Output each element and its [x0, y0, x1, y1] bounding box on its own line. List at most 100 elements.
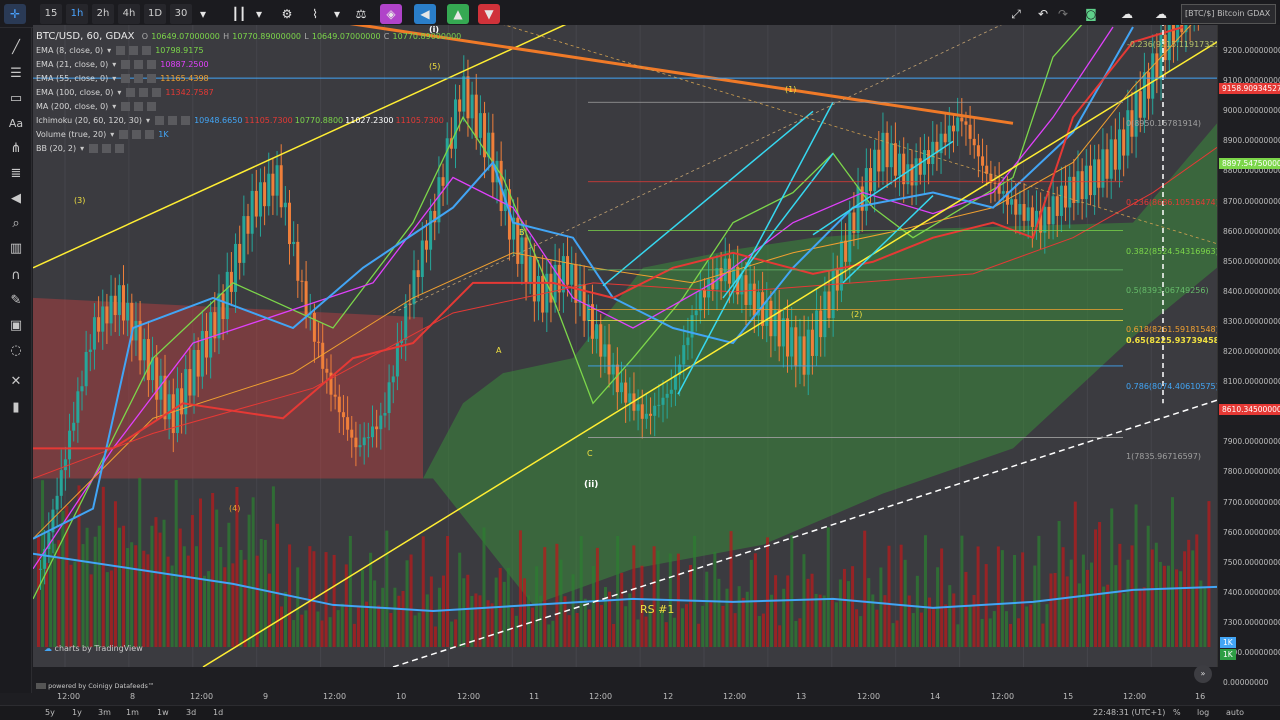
interval-15-button[interactable]: 15: [40, 4, 62, 24]
undo-icon[interactable]: ↶: [1037, 7, 1049, 21]
interval-2h-button[interactable]: 2h: [92, 4, 114, 24]
arrow-down-icon[interactable]: ▼: [478, 4, 500, 24]
megaphone-icon[interactable]: ◀: [414, 4, 436, 24]
range-3d-button[interactable]: 3d: [186, 708, 197, 717]
study-row[interactable]: BB (20, 2) ▾: [36, 142, 461, 156]
percent-toggle[interactable]: %: [1173, 708, 1181, 717]
cloud-download-icon[interactable]: ☁: [1121, 7, 1133, 21]
chevron-down-icon[interactable]: ▾: [107, 46, 112, 55]
chevron-down-icon[interactable]: ▾: [112, 74, 117, 83]
eye-icon[interactable]: [116, 46, 126, 55]
scroll-to-realtime-button[interactable]: »: [1194, 665, 1212, 683]
eye-icon[interactable]: [126, 88, 136, 97]
redo-icon[interactable]: ↷: [1057, 7, 1069, 21]
eye-icon[interactable]: [119, 130, 129, 139]
fib-icon[interactable]: ≣: [10, 166, 22, 181]
magnet-icon[interactable]: ∩: [11, 268, 21, 283]
lock-icon[interactable]: ▣: [9, 318, 23, 333]
study-name[interactable]: EMA (8, close, 0): [36, 46, 104, 55]
cube-icon[interactable]: ◈: [380, 4, 402, 24]
settings-icon[interactable]: [132, 130, 142, 139]
rectangle-icon[interactable]: ▭: [9, 91, 23, 106]
chevron-down-icon[interactable]: ▾: [110, 130, 115, 139]
trend-line-icon[interactable]: ╱: [12, 40, 20, 55]
price-axis[interactable]: 9200.00000000 9100.00000000 9000.00000000 8…: [1217, 25, 1280, 687]
log-toggle[interactable]: log: [1197, 708, 1210, 717]
eye-icon[interactable]: [121, 102, 131, 111]
trash-icon[interactable]: ▮: [12, 400, 20, 415]
chevron-down-icon[interactable]: ▾: [333, 7, 341, 21]
gear-icon[interactable]: ⚙: [281, 7, 293, 21]
study-row[interactable]: Ichimoku (20, 60, 120, 30) ▾ 10948.6650 111…: [36, 114, 461, 128]
eye-off-icon[interactable]: ◌: [10, 343, 22, 358]
symbol-title[interactable]: BTC/USD, 60, GDAX: [36, 31, 135, 42]
arrow-up-icon[interactable]: ▲: [447, 4, 469, 24]
study-name[interactable]: Volume (true, 20): [36, 130, 107, 139]
close-icon[interactable]: [145, 130, 155, 139]
pencil-icon[interactable]: ✎: [10, 293, 22, 308]
time-axis[interactable]: 12:00 8 12:00 9 12:00 10 12:00 11 12:00 12 12:00 13…: [33, 690, 1217, 704]
eye-icon[interactable]: [121, 74, 131, 83]
range-5y-button[interactable]: 5y: [45, 708, 55, 717]
compare-icon[interactable]: ⚖: [355, 7, 367, 21]
measure-icon[interactable]: ▥: [9, 241, 23, 256]
range-1y-button[interactable]: 1y: [72, 708, 82, 717]
study-name[interactable]: Ichimoku (20, 60, 120, 30): [36, 116, 143, 125]
interval-30-button[interactable]: 30: [170, 4, 192, 24]
close-icon[interactable]: [147, 102, 157, 111]
study-name[interactable]: EMA (21, close, 0): [36, 60, 109, 69]
pitchfork-icon[interactable]: ⋔: [10, 141, 22, 156]
interval-4h-button[interactable]: 4h: [118, 4, 140, 24]
symbol-search-input[interactable]: [BTC/$] Bitcoin GDAX: [1181, 4, 1276, 24]
remove-tools-icon[interactable]: ✕: [10, 374, 22, 389]
chevron-down-icon[interactable]: ▾: [146, 116, 151, 125]
text-icon[interactable]: Aa: [8, 117, 24, 130]
indicators-icon[interactable]: ⌇: [312, 7, 318, 21]
settings-icon[interactable]: [129, 46, 139, 55]
study-name[interactable]: EMA (55, close, 0): [36, 74, 109, 83]
study-row[interactable]: Volume (true, 20) ▾ 1K: [36, 128, 461, 142]
chevron-down-icon[interactable]: ▾: [80, 144, 85, 153]
eye-icon[interactable]: [155, 116, 165, 125]
study-row[interactable]: EMA (21, close, 0) ▾ 10887.2500: [36, 58, 461, 72]
settings-icon[interactable]: [168, 116, 178, 125]
close-icon[interactable]: [147, 60, 157, 69]
study-row[interactable]: MA (200, close, 0) ▾: [36, 100, 461, 114]
study-name[interactable]: BB (20, 2): [36, 144, 77, 153]
tradingview-credit[interactable]: ☁ charts by TradingView: [44, 644, 143, 653]
chevron-down-icon[interactable]: ▾: [112, 60, 117, 69]
cloud-upload-icon[interactable]: ☁: [1155, 7, 1167, 21]
study-row[interactable]: EMA (100, close, 0) ▾ 11342.7587: [36, 86, 461, 100]
fullscreen-icon[interactable]: ⤢: [1011, 7, 1021, 21]
settings-icon[interactable]: [134, 60, 144, 69]
chevron-down-icon[interactable]: ▾: [255, 7, 263, 21]
settings-icon[interactable]: [134, 102, 144, 111]
close-icon[interactable]: [142, 46, 152, 55]
interval-1d-button[interactable]: 1D: [144, 4, 166, 24]
settings-icon[interactable]: [139, 88, 149, 97]
candles-icon[interactable]: ┃┃: [231, 7, 247, 21]
zoom-icon[interactable]: ⌕: [12, 216, 20, 231]
chevron-down-icon[interactable]: ▾: [117, 88, 122, 97]
study-name[interactable]: MA (200, close, 0): [36, 102, 109, 111]
chevron-down-icon[interactable]: ▾: [199, 7, 207, 21]
study-name[interactable]: EMA (100, close, 0): [36, 88, 114, 97]
range-1m-button[interactable]: 1m: [126, 708, 139, 717]
study-row[interactable]: EMA (8, close, 0) ▾ 10798.9175: [36, 44, 461, 58]
chevron-down-icon[interactable]: ▾: [112, 102, 117, 111]
crosshair-icon[interactable]: ✛: [4, 4, 26, 24]
price-chart[interactable]: [33, 25, 1217, 667]
settings-icon[interactable]: [134, 74, 144, 83]
study-row[interactable]: EMA (55, close, 0) ▾ 11165.4398: [36, 72, 461, 86]
close-icon[interactable]: [152, 88, 162, 97]
auto-toggle[interactable]: auto: [1226, 708, 1245, 717]
clock[interactable]: 22:48:31 (UTC+1): [1093, 708, 1166, 717]
eye-icon[interactable]: [121, 60, 131, 69]
close-icon[interactable]: [181, 116, 191, 125]
settings-icon[interactable]: [102, 144, 112, 153]
range-1d-button[interactable]: 1d: [213, 708, 224, 717]
horizontal-lines-icon[interactable]: ☰: [10, 66, 22, 81]
arrow-left-icon[interactable]: ◀: [11, 191, 21, 206]
range-3m-button[interactable]: 3m: [98, 708, 111, 717]
close-icon[interactable]: [115, 144, 125, 153]
